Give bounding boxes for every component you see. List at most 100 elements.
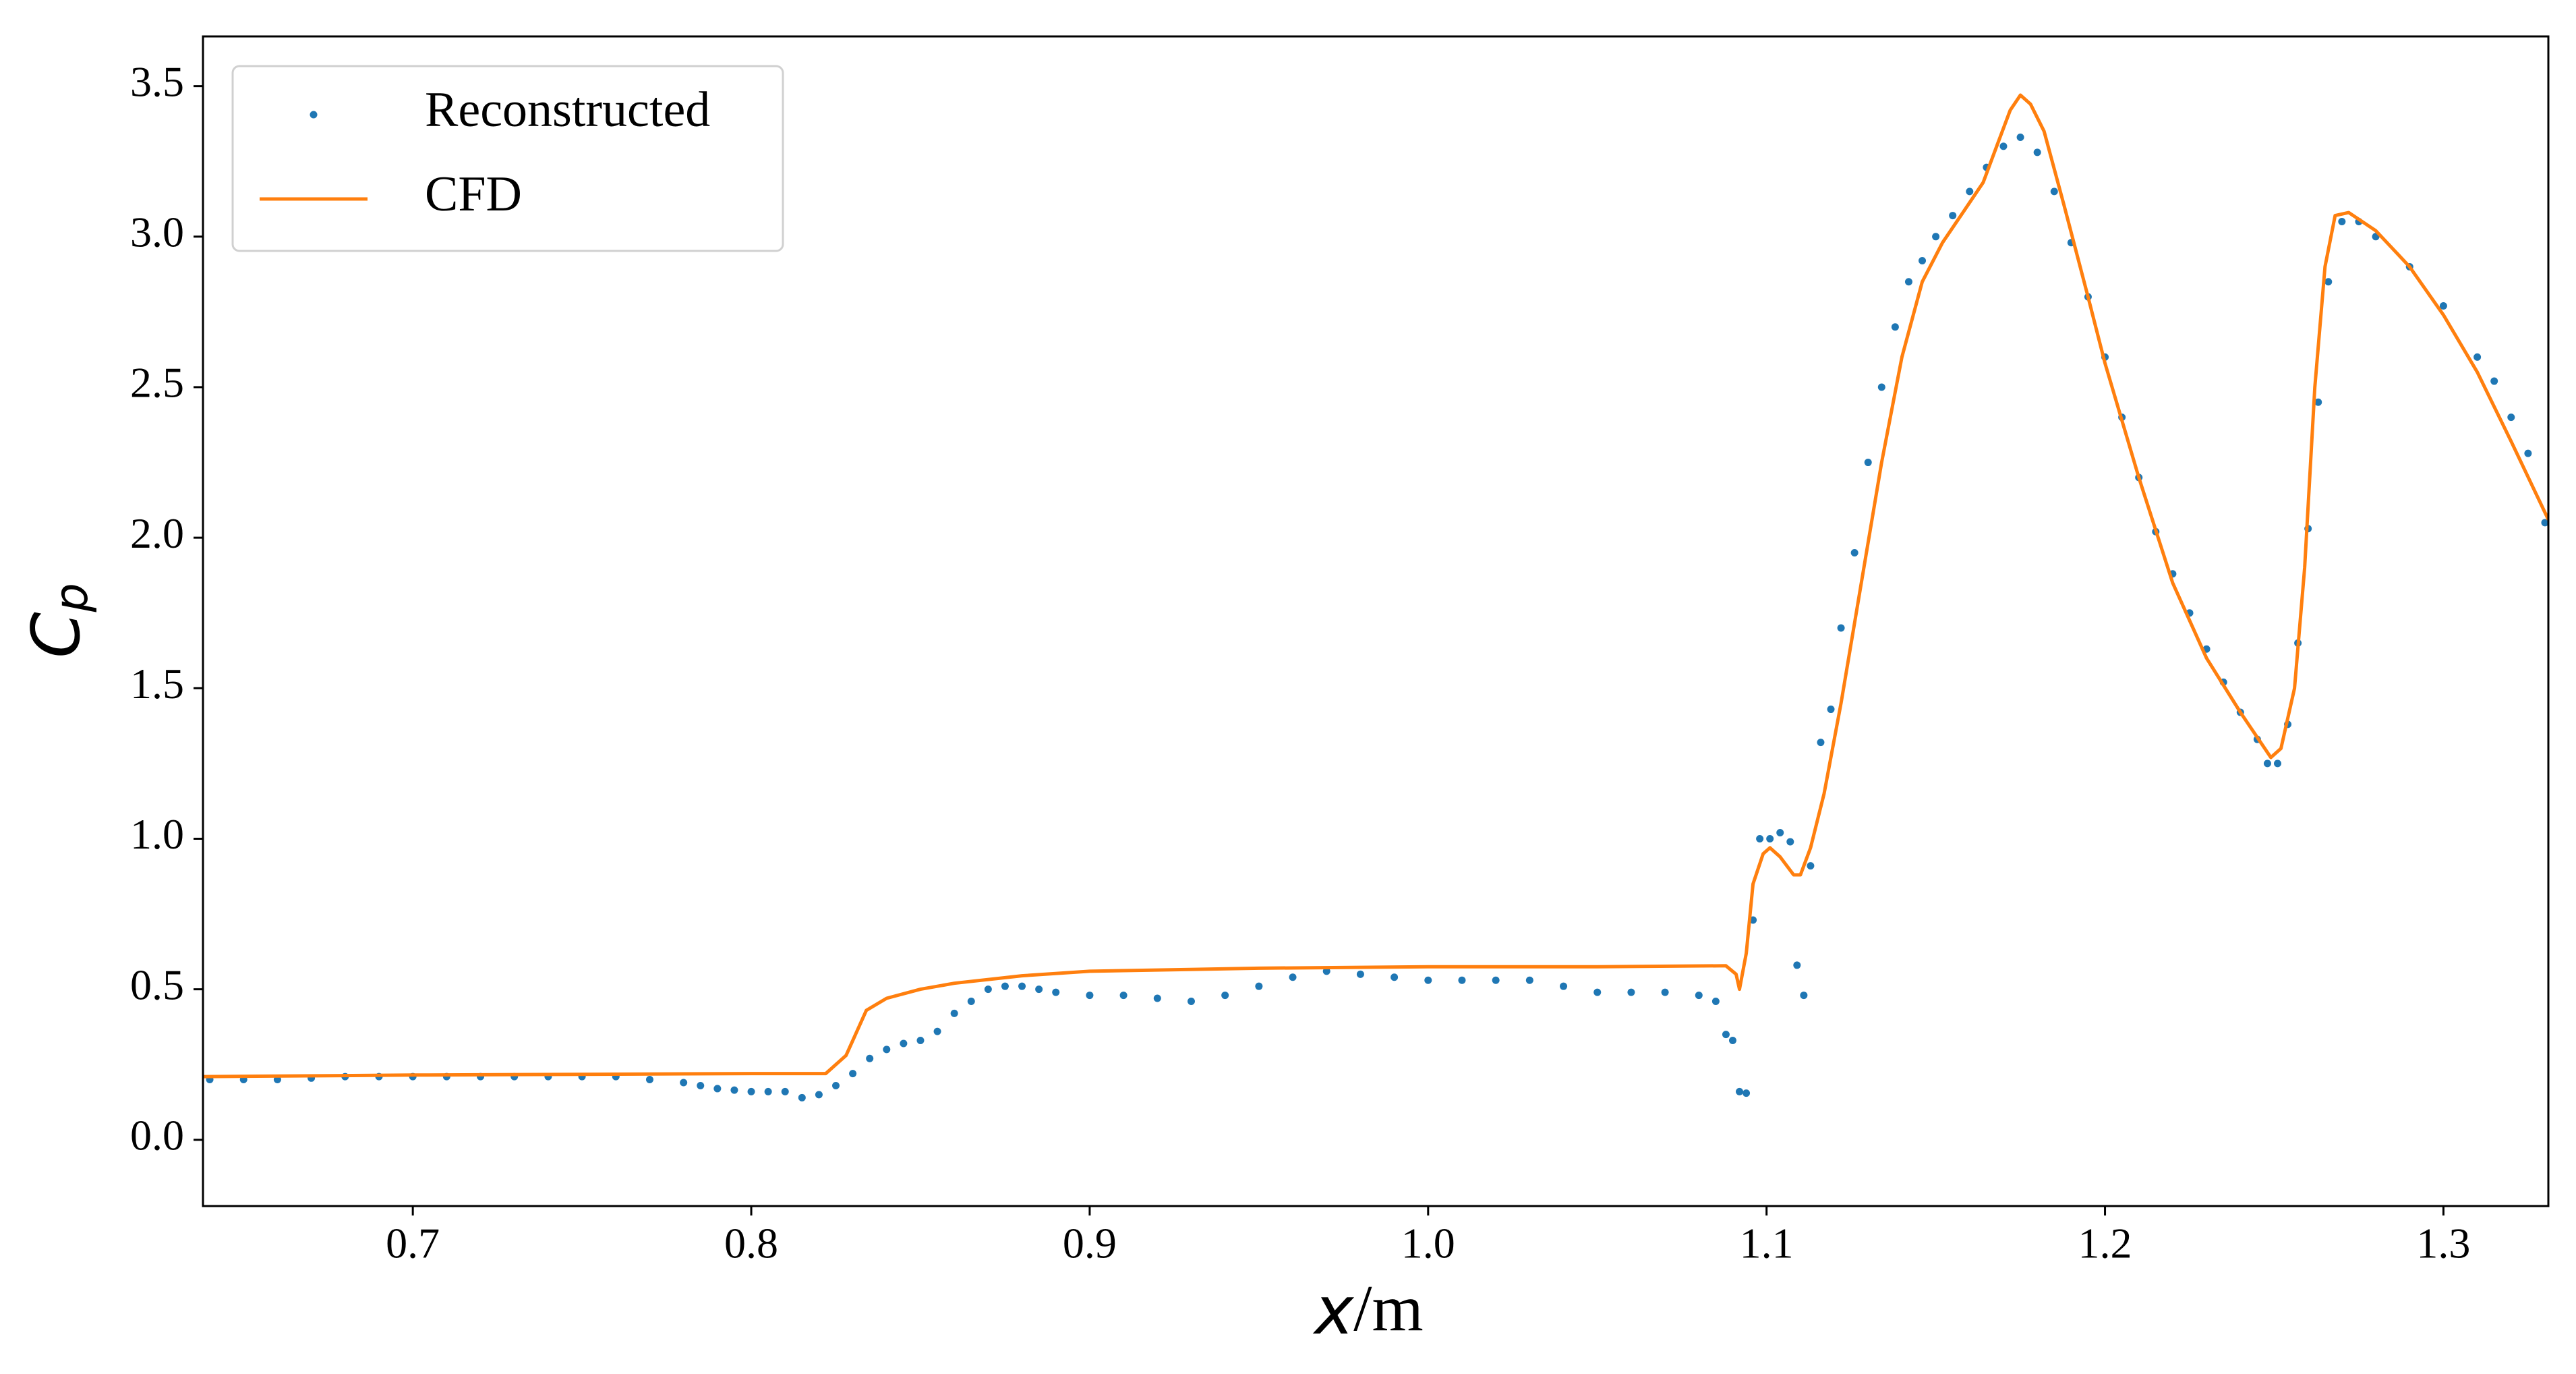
data-point — [883, 1046, 891, 1054]
data-point — [1221, 992, 1229, 1000]
x-tick-label: 0.9 — [1063, 1220, 1117, 1267]
data-point — [680, 1079, 688, 1087]
x-tick-label: 1.3 — [2416, 1220, 2470, 1267]
data-point — [1728, 1037, 1736, 1045]
data-point — [2314, 398, 2322, 406]
data-point — [2541, 519, 2548, 527]
data-point — [1864, 459, 1872, 467]
data-point — [1932, 233, 1940, 241]
data-point — [1800, 992, 1808, 1000]
plot-area — [203, 93, 2548, 1101]
x-tick-label: 1.1 — [1740, 1220, 1794, 1267]
data-point — [1949, 212, 1957, 220]
data-point — [1187, 997, 1195, 1005]
y-tick-label: 1.0 — [130, 810, 184, 858]
data-point — [1711, 997, 1720, 1005]
data-point — [1891, 323, 1899, 331]
y-tick-label: 3.0 — [130, 208, 184, 256]
y-axis-label: Cp — [18, 583, 98, 658]
data-point — [645, 1076, 653, 1084]
data-point — [1837, 624, 1845, 632]
data-point — [900, 1039, 908, 1048]
data-point — [697, 1081, 705, 1089]
data-point — [933, 1027, 941, 1035]
data-point — [1627, 988, 1635, 996]
data-point — [1035, 985, 1043, 994]
data-point — [1255, 982, 1263, 990]
data-point — [1492, 976, 1500, 984]
data-point — [1807, 862, 1815, 870]
data-point — [2439, 302, 2447, 310]
data-point — [1776, 829, 1784, 837]
data-point — [815, 1091, 823, 1099]
data-point — [1904, 278, 1912, 286]
y-tick-label: 0.0 — [130, 1111, 184, 1159]
data-point — [1999, 142, 2008, 150]
data-point — [1052, 988, 1060, 996]
data-point — [1817, 739, 1825, 747]
x-label-var: x — [1312, 1273, 1354, 1350]
data-point — [1018, 982, 1026, 990]
data-point — [1966, 188, 1974, 196]
data-point — [1786, 838, 1794, 846]
legend-label: Reconstructed — [425, 82, 710, 138]
x-axis-label: x/m — [1312, 1272, 1423, 1349]
x-tick-label: 0.8 — [724, 1220, 778, 1267]
data-point — [2016, 134, 2024, 142]
data-point — [1756, 834, 1764, 842]
data-point — [1661, 988, 1669, 996]
y-tick-label: 2.0 — [130, 509, 184, 557]
y-tick-label: 1.5 — [130, 660, 184, 708]
data-point — [2338, 217, 2346, 225]
data-point — [950, 1009, 958, 1017]
data-point — [781, 1087, 789, 1095]
data-point — [967, 997, 975, 1005]
data-point — [2524, 449, 2532, 457]
y-label-sub: p — [45, 583, 98, 612]
data-point — [1850, 548, 1858, 556]
data-point — [747, 1087, 755, 1095]
y-label-base: C — [18, 612, 95, 658]
data-point — [1001, 982, 1009, 990]
y-tick-label: 0.5 — [130, 961, 184, 1008]
data-point — [1593, 988, 1602, 996]
data-point — [832, 1081, 840, 1089]
data-point — [1525, 976, 1533, 984]
data-point — [1424, 976, 1432, 984]
y-tick-label: 2.5 — [130, 359, 184, 407]
legend-label: CFD — [425, 167, 522, 222]
x-tick-label: 0.7 — [386, 1220, 440, 1267]
data-point — [1560, 982, 1568, 990]
data-point — [798, 1093, 806, 1101]
data-point — [1766, 834, 1774, 842]
x-tick-label: 1.2 — [2078, 1220, 2132, 1267]
plot-frame — [202, 35, 2550, 1207]
data-point — [764, 1087, 772, 1095]
data-point — [916, 1037, 925, 1045]
data-point — [1736, 1087, 1744, 1095]
data-point — [2050, 188, 2058, 196]
data-point — [1119, 992, 1128, 1000]
data-line — [203, 93, 2548, 1079]
data-point — [1391, 973, 1399, 981]
data-point — [2324, 278, 2333, 286]
x-label-unit: /m — [1353, 1272, 1423, 1345]
data-point — [1289, 973, 1297, 981]
data-point — [2507, 413, 2515, 422]
data-point — [1793, 961, 1801, 969]
data-point — [1356, 970, 1364, 978]
data-point — [1722, 1031, 1730, 1039]
data-point — [2473, 353, 2482, 361]
data-point — [1919, 257, 1927, 265]
data-point — [730, 1086, 738, 1094]
data-point — [713, 1085, 722, 1093]
data-point — [1322, 967, 1330, 975]
legend-box — [231, 65, 784, 252]
data-point — [849, 1070, 857, 1078]
data-point — [2273, 760, 2281, 768]
legend-marker — [310, 111, 318, 119]
data-point — [866, 1054, 874, 1062]
x-tick-label: 1.0 — [1401, 1220, 1455, 1267]
data-point — [1086, 992, 1094, 1000]
